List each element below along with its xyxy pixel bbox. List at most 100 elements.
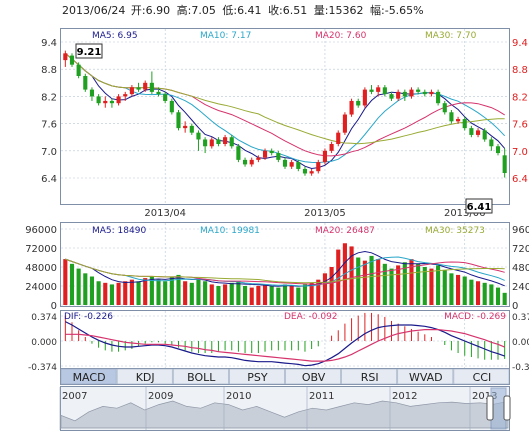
x-tick-label: 2013/04 bbox=[144, 208, 186, 219]
candle-body bbox=[249, 159, 254, 165]
candle bbox=[136, 82, 141, 92]
ma-legend-item: MA10: 7.17 bbox=[200, 31, 251, 41]
candle bbox=[96, 94, 101, 106]
tab-background[interactable] bbox=[453, 368, 510, 385]
tab-background[interactable] bbox=[60, 368, 117, 385]
candle-body bbox=[189, 125, 194, 133]
tab-psy[interactable]: PSY bbox=[229, 368, 285, 385]
volume-bar bbox=[163, 281, 168, 305]
candle bbox=[262, 148, 268, 160]
candle-body bbox=[402, 91, 407, 97]
tab-label[interactable]: PSY bbox=[247, 371, 268, 384]
candle-body bbox=[422, 91, 427, 95]
tab-label[interactable]: KDJ bbox=[136, 371, 155, 384]
header-volume: 15362 bbox=[329, 4, 364, 17]
tab-background[interactable] bbox=[229, 368, 285, 385]
volume-legend: MA5: 18490 MA10: 19981 MA20: 26487 MA30: 35… bbox=[92, 226, 485, 236]
header-date: 2013/06/24 bbox=[62, 4, 125, 17]
candle-body bbox=[262, 150, 268, 158]
candle bbox=[462, 116, 467, 131]
tab-background[interactable] bbox=[172, 368, 229, 385]
candle-body bbox=[143, 82, 148, 90]
volume-bar bbox=[489, 284, 494, 305]
candle-body bbox=[302, 168, 308, 174]
tab-background[interactable] bbox=[285, 368, 341, 385]
candle-body bbox=[229, 137, 234, 147]
tab-label[interactable]: RSI bbox=[361, 371, 379, 384]
price-tick-left: 6.4 bbox=[41, 174, 57, 185]
candle bbox=[116, 94, 121, 106]
timeline-left-handle[interactable] bbox=[486, 395, 494, 421]
candle bbox=[495, 144, 501, 156]
candle bbox=[156, 87, 161, 97]
volume-legend-item: MA10: 19981 bbox=[200, 226, 260, 236]
volume-bar bbox=[143, 278, 148, 305]
candle-body bbox=[442, 103, 447, 113]
volume-bar bbox=[69, 263, 75, 305]
price-panel bbox=[60, 28, 510, 205]
candle bbox=[396, 89, 401, 101]
candle bbox=[416, 87, 421, 95]
candle-body bbox=[356, 100, 361, 106]
header-info: 2013/06/24 开:6.90 高:7.05 低:6.41 收:6.51 量… bbox=[62, 3, 424, 17]
candle-body bbox=[109, 100, 114, 104]
macd-tick-left: -0.374 bbox=[28, 363, 57, 373]
tab-cci[interactable]: CCI bbox=[453, 368, 510, 385]
candle bbox=[436, 89, 441, 106]
tab-label[interactable]: WVAD bbox=[409, 371, 443, 384]
tab-label[interactable]: CCI bbox=[473, 371, 492, 384]
tab-background[interactable] bbox=[341, 368, 398, 385]
candle-body bbox=[456, 119, 461, 122]
volume-tick-left: 0 bbox=[51, 301, 57, 312]
volume-tick-right: 24000 bbox=[512, 282, 529, 293]
tab-label[interactable]: BOLL bbox=[187, 371, 216, 384]
volume-bar bbox=[429, 268, 434, 305]
volume-bar bbox=[276, 287, 281, 305]
candle bbox=[203, 137, 208, 154]
trough-annotation: 6.41 bbox=[465, 198, 493, 214]
volume-tick-left: 72000 bbox=[25, 244, 57, 255]
tab-background[interactable] bbox=[397, 368, 454, 385]
candle bbox=[342, 112, 347, 135]
volume-bar bbox=[469, 279, 474, 305]
tab-kdj[interactable]: KDJ bbox=[116, 368, 173, 385]
ma-legend: MA5: 6.95 MA10: 7.17 MA20: 7.60 MA30: 7.70 bbox=[92, 31, 477, 41]
macd-panel bbox=[60, 310, 510, 369]
candle-body bbox=[336, 132, 341, 144]
volume-bar bbox=[183, 281, 188, 305]
candle bbox=[409, 87, 414, 99]
candle-body bbox=[276, 153, 281, 160]
timeline-year: 2010 bbox=[226, 391, 251, 402]
tab-wvad[interactable]: WVAD bbox=[397, 368, 454, 385]
candle-body bbox=[203, 139, 208, 147]
candle-body bbox=[482, 130, 487, 140]
candle bbox=[356, 98, 361, 108]
indicator-tabbar bbox=[60, 368, 510, 385]
tab-label[interactable]: MACD bbox=[73, 371, 106, 384]
candle-body bbox=[469, 128, 474, 135]
header-close-label: 收: bbox=[268, 3, 283, 17]
tab-obv[interactable]: OBV bbox=[285, 368, 341, 385]
volume-bar bbox=[83, 273, 88, 305]
candle-body bbox=[389, 94, 394, 99]
tab-background[interactable] bbox=[116, 368, 173, 385]
tab-rsi[interactable]: RSI bbox=[341, 368, 398, 385]
volume-tick-right: 48000 bbox=[512, 263, 529, 274]
volume-bar bbox=[329, 267, 334, 305]
tab-label[interactable]: OBV bbox=[302, 371, 326, 384]
volume-bar bbox=[262, 284, 268, 305]
candle-body bbox=[502, 155, 507, 174]
header-open-label: 开: bbox=[131, 4, 146, 17]
header-high: 7.05 bbox=[191, 4, 216, 17]
tab-macd[interactable]: MACD bbox=[60, 368, 117, 385]
volume-bar bbox=[96, 281, 101, 305]
volume-ma-line bbox=[65, 258, 505, 284]
volume-tick-left: 96000 bbox=[25, 225, 57, 236]
tab-boll[interactable]: BOLL bbox=[172, 368, 229, 385]
volume-bar bbox=[322, 273, 328, 305]
timeline-right-handle[interactable] bbox=[503, 395, 511, 421]
header-change-label: 幅: bbox=[370, 4, 385, 17]
volume-bar bbox=[376, 259, 381, 305]
volume-bar bbox=[449, 273, 454, 305]
volume-bar bbox=[209, 284, 214, 305]
